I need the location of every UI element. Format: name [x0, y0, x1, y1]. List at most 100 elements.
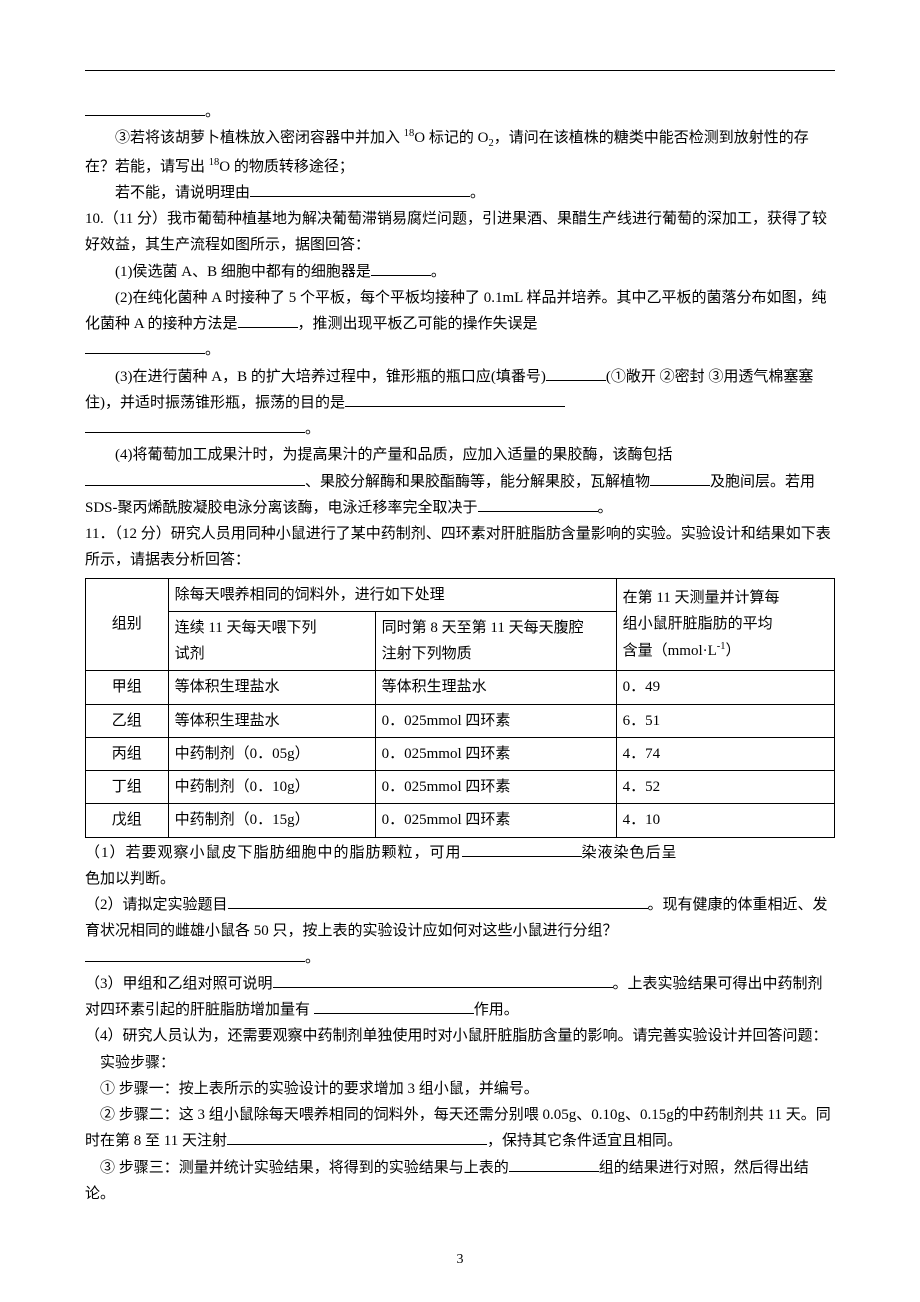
- blank: [314, 998, 474, 1014]
- th-feed: 连续 11 天每天喂下列 试剂: [168, 611, 375, 671]
- text: 组小鼠肝脏脂肪的平均: [623, 616, 773, 632]
- text: ，推测出现平板乙可能的操作失误是: [298, 316, 538, 332]
- blank: [85, 470, 305, 486]
- cell-group: 戊组: [86, 804, 169, 837]
- text: 、果胶分解酶和果胶酯酶等，能分解果胶，瓦解植物: [305, 474, 650, 490]
- text: 组别: [112, 616, 142, 632]
- q10-p2: (2)在纯化菌种 A 时接种了 5 个平板，每个平板均接种了 0.1mL 样品并…: [85, 285, 835, 338]
- blank: [546, 365, 606, 381]
- table-row: 戊组 中药制剂（0．15g） 0．025mmol 四环素 4．10: [86, 804, 835, 837]
- text: 。: [598, 500, 613, 516]
- cell-inject: 等体积生理盐水: [375, 671, 616, 704]
- cell-feed: 中药制剂（0．05g）: [168, 737, 375, 770]
- th-group: 组别: [86, 578, 169, 671]
- text: 实验步骤：: [100, 1055, 175, 1071]
- q11-lead: 11．（12 分）研究人员用同种小鼠进行了某中药制剂、四环素对肝脏脂肪含量影响的…: [85, 521, 835, 574]
- text: ③ 步骤三：测量并统计实验结果，将得到的实验结果与上表的: [100, 1160, 509, 1176]
- prev-blank-line: 。: [85, 99, 835, 125]
- q11-p1b: 色加以判断。: [85, 866, 835, 892]
- q10-p3: (3)在进行菌种 A，B 的扩大培养过程中，锥形瓶的瓶口应(填番号)(①敞开 ②…: [85, 364, 835, 417]
- cell-value: 6．51: [616, 704, 834, 737]
- text: 。: [205, 104, 220, 120]
- blank: [273, 972, 613, 988]
- text: 同时第 8 天至第 11 天每天腹腔: [382, 620, 584, 636]
- text: 色加以判断。: [85, 871, 175, 887]
- cell-inject: 0．025mmol 四环素: [375, 804, 616, 837]
- cell-feed: 等体积生理盐水: [168, 671, 375, 704]
- cell-value: 4．52: [616, 771, 834, 804]
- q11-p1: （1）若要观察小鼠皮下脂肪细胞中的脂肪颗粒，可用 染液染色后呈: [85, 840, 835, 866]
- experiment-table: 组别 除每天喂养相同的饲料外，进行如下处理 在第 11 天测量并计算每 组小鼠肝…: [85, 578, 835, 838]
- q10-lead: 10.（11 分）我市葡萄种植基地为解决葡萄滞销易腐烂问题，引进果酒、果醋生产线…: [85, 206, 835, 259]
- cell-group: 丁组: [86, 771, 169, 804]
- q11-step2: ② 步骤二：这 3 组小鼠除每天喂养相同的饲料外，每天还需分别喂 0.05g、0…: [85, 1102, 835, 1155]
- table-row: 乙组 等体积生理盐水 0．025mmol 四环素 6．51: [86, 704, 835, 737]
- text: 作用。: [474, 1002, 519, 1018]
- text: 。: [305, 950, 320, 966]
- blank: [85, 338, 205, 354]
- blank: [345, 391, 565, 407]
- cell-value: 0．49: [616, 671, 834, 704]
- blank: [85, 417, 305, 433]
- cell-value: 4．74: [616, 737, 834, 770]
- cell-value: 4．10: [616, 804, 834, 837]
- q11-p3: （3）甲组和乙组对照可说明。上表实验结果可得出中药制剂对四环素引起的肝脏脂肪增加…: [85, 971, 835, 1024]
- q11-steps-label: 实验步骤：: [85, 1050, 835, 1076]
- text: 除每天喂养相同的饲料外，进行如下处理: [175, 587, 445, 603]
- blank: [85, 946, 305, 962]
- text: ，保持其它条件适宜且相同。: [487, 1133, 682, 1149]
- q10-p4: (4)将葡萄加工成果汁时，为提高果汁的产量和品质，应加入适量的果胶酶，该酶包括、…: [85, 442, 835, 521]
- table-row: 丁组 中药制剂（0．10g） 0．025mmol 四环素 4．52: [86, 771, 835, 804]
- q11-p4-lead: （4）研究人员认为，还需要观察中药制剂单独使用时对小鼠肝脏脂肪含量的影响。请完善…: [85, 1023, 835, 1049]
- q11-step1: ① 步骤一：按上表所示的实验设计的要求增加 3 组小鼠，并编号。: [85, 1076, 835, 1102]
- text: 10.（11 分）我市葡萄种植基地为解决葡萄滞销易腐烂问题，引进果酒、果醋生产线…: [85, 211, 827, 253]
- text: 含量（mmol·L: [623, 643, 717, 659]
- blank: [238, 312, 298, 328]
- q10-p3-blank: 。: [85, 416, 835, 442]
- text: （3）甲组和乙组对照可说明: [85, 976, 273, 992]
- table-row: 甲组 等体积生理盐水 等体积生理盐水 0．49: [86, 671, 835, 704]
- table-header-row1: 组别 除每天喂养相同的饲料外，进行如下处理 在第 11 天测量并计算每 组小鼠肝…: [86, 578, 835, 611]
- blank: [85, 100, 205, 116]
- cell-feed: 等体积生理盐水: [168, 704, 375, 737]
- superscript: -1: [717, 641, 726, 652]
- cell-inject: 0．025mmol 四环素: [375, 771, 616, 804]
- cell-group: 甲组: [86, 671, 169, 704]
- page-number: 3: [0, 1248, 920, 1273]
- th-inject: 同时第 8 天至第 11 天每天腹腔 注射下列物质: [375, 611, 616, 671]
- table-row: 丙组 中药制剂（0．05g） 0．025mmol 四环素 4．74: [86, 737, 835, 770]
- th-treatment: 除每天喂养相同的饲料外，进行如下处理: [168, 578, 616, 611]
- text: O 的物质转移途径；: [219, 159, 354, 175]
- q10-p1: (1)侯选菌 A、B 细胞中都有的细胞器是 。: [85, 259, 835, 285]
- text: 染液染色后呈: [582, 845, 678, 861]
- cell-inject: 0．025mmol 四环素: [375, 737, 616, 770]
- blank: [462, 841, 582, 857]
- q11-step3: ③ 步骤三：测量并统计实验结果，将得到的实验结果与上表的组的结果进行对照，然后得…: [85, 1155, 835, 1208]
- superscript: 18: [404, 128, 415, 139]
- cell-feed: 中药制剂（0．15g）: [168, 804, 375, 837]
- q9-p3: ③若将该胡萝卜植株放入密闭容器中并加入 18O 标记的 O2，请问在该植株的糖类…: [85, 125, 835, 180]
- text: 注射下列物质: [382, 646, 472, 662]
- text: 在第 11 天测量并计算每: [623, 590, 780, 606]
- text: 。: [470, 185, 485, 201]
- page-container: 。 ③若将该胡萝卜植株放入密闭容器中并加入 18O 标记的 O2，请问在该植株的…: [0, 0, 920, 1302]
- cell-inject: 0．025mmol 四环素: [375, 704, 616, 737]
- text: O 标记的 O: [414, 130, 488, 146]
- text: 。: [205, 342, 220, 358]
- blank: [227, 1129, 487, 1145]
- q11-p2: （2）请拟定实验题目。现有健康的体重相近、发育状况相同的雌雄小鼠各 50 只，按…: [85, 892, 835, 971]
- q9-p3b: 若不能，请说明理由。: [85, 180, 835, 206]
- text: 11．（12 分）研究人员用同种小鼠进行了某中药制剂、四环素对肝脏脂肪含量影响的…: [85, 526, 831, 568]
- text: （1）若要观察小鼠皮下脂肪细胞中的脂肪颗粒，可用: [85, 845, 462, 861]
- q10-p2-blank: 。: [85, 337, 835, 363]
- blank: [250, 181, 470, 197]
- blank: [228, 893, 648, 909]
- cell-group: 乙组: [86, 704, 169, 737]
- text: (3)在进行菌种 A，B 的扩大培养过程中，锥形瓶的瓶口应(填番号): [115, 369, 546, 385]
- text: (1)侯选菌 A、B 细胞中都有的细胞器是: [115, 264, 371, 280]
- blank: [509, 1156, 599, 1172]
- th-result: 在第 11 天测量并计算每 组小鼠肝脏脂肪的平均 含量（mmol·L-1）: [616, 578, 834, 671]
- blank: [371, 260, 431, 276]
- text: 。: [431, 264, 446, 280]
- text: (4)将葡萄加工成果汁时，为提高果汁的产量和品质，应加入适量的果胶酶，该酶包括: [115, 447, 673, 463]
